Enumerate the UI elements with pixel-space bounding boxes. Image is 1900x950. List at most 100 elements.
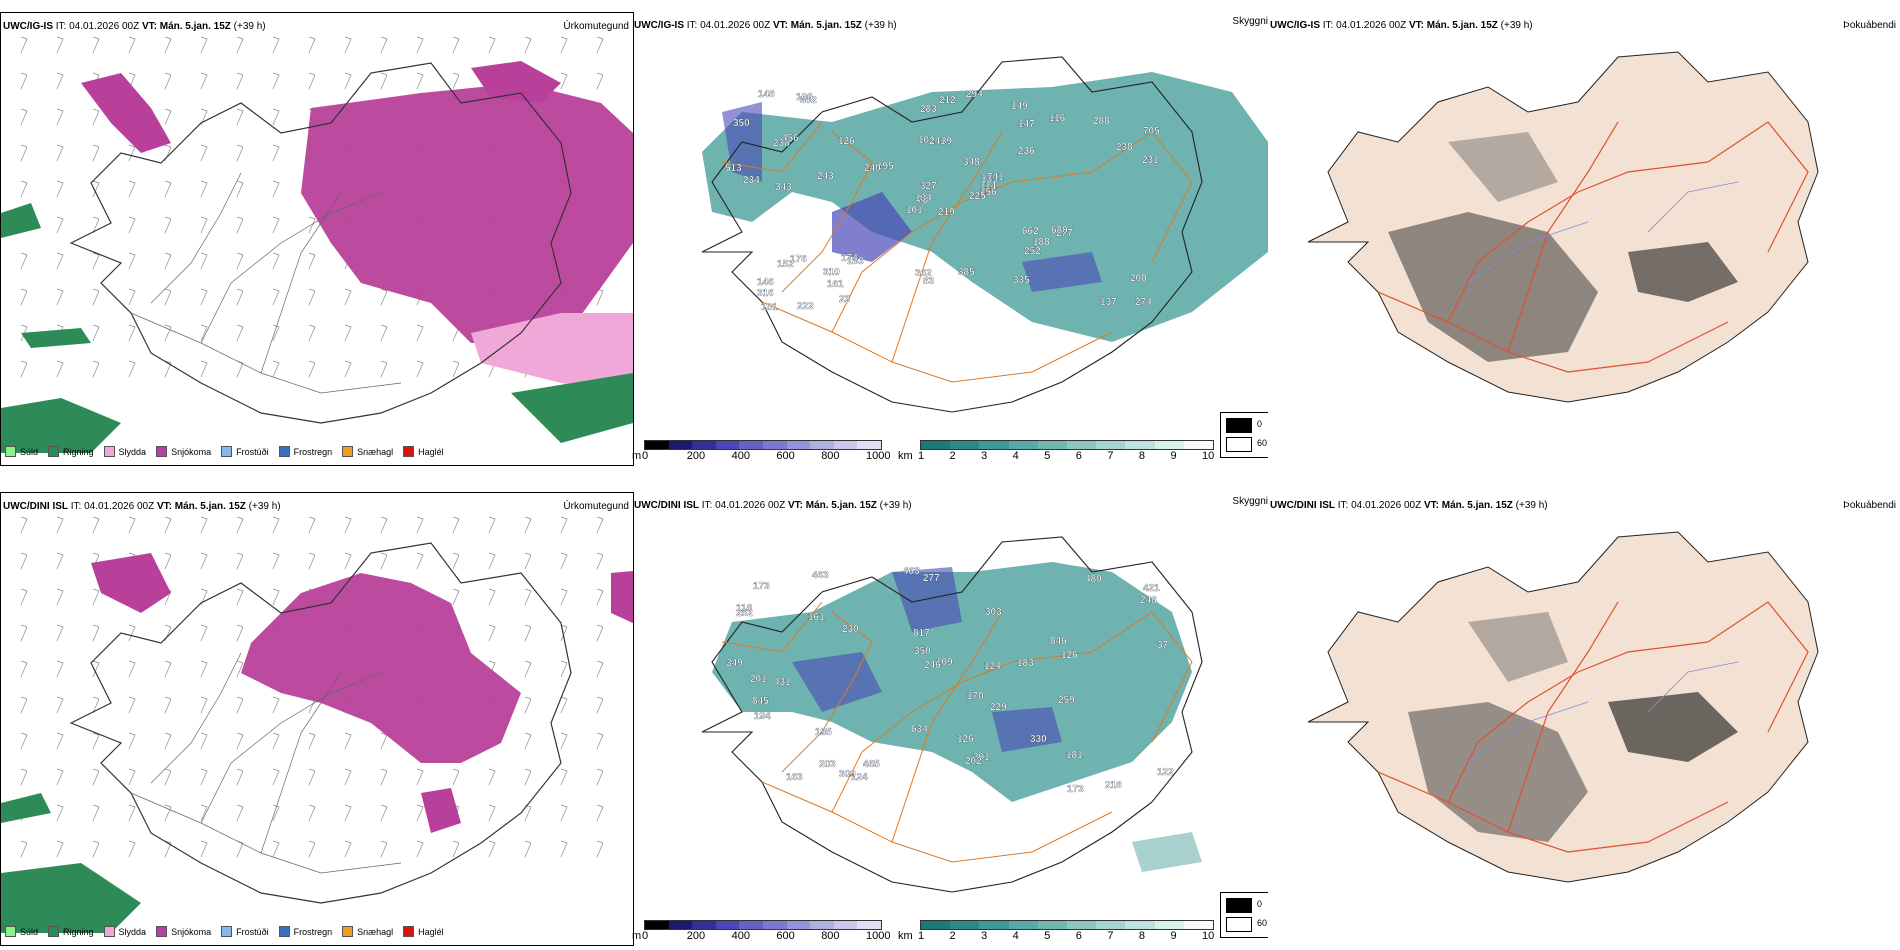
- wind-barb: [164, 768, 172, 786]
- wind-barb: [308, 324, 316, 342]
- wind-barb: [308, 252, 316, 270]
- cloud-base-label: 161: [827, 279, 844, 290]
- wind-barb: [200, 768, 208, 786]
- legend-label: Snæhagl: [357, 926, 394, 937]
- init-time: 04.01.2026 00Z: [715, 500, 786, 511]
- precip-map: [1, 516, 633, 933]
- cloud-base-label: 118: [736, 603, 753, 614]
- colorbar-segment: [739, 921, 763, 929]
- panel-header: UWC/IG-IS IT: 04.01.2026 00Z VT: Mán. 5.…: [3, 21, 266, 32]
- cloud-base-label: 421: [1143, 583, 1160, 594]
- legend-label: Haglél: [418, 446, 444, 457]
- legend-swatch: [48, 446, 60, 457]
- wind-barb: [92, 36, 100, 54]
- cloud-base-label: 225: [969, 191, 986, 202]
- valid-time: Mán. 5.jan. 15Z: [790, 20, 862, 31]
- legend-swatch: [156, 446, 168, 457]
- cloud-base-label: 195: [877, 161, 894, 172]
- model-name: UWC/IG-IS: [1270, 20, 1320, 31]
- visibility-colorbar: km 1 2 3 4 5 6 7 8 9 10: [898, 920, 1218, 942]
- cloud-base-label: 288: [1093, 116, 1110, 127]
- wind-barb: [308, 804, 316, 822]
- colorbar-segment: [645, 441, 669, 449]
- lead-time: (+39 h): [879, 500, 912, 511]
- wind-barb: [200, 72, 208, 90]
- panel-type: Þokuábendi: [1843, 20, 1896, 31]
- wind-barb: [380, 552, 388, 570]
- vt-label: VT:: [787, 500, 803, 511]
- wind-barb: [380, 36, 388, 54]
- cloud-base-label: 382: [800, 95, 817, 106]
- wind-barb: [488, 588, 496, 606]
- rain-area: [1, 203, 41, 238]
- colorbar-segment: [786, 441, 811, 449]
- wind-barb: [272, 288, 280, 306]
- wind-barb: [20, 324, 28, 342]
- cloud-base-label: 203: [819, 759, 836, 770]
- colorbar-tick: 400: [731, 930, 750, 942]
- wind-barb: [380, 288, 388, 306]
- legend-item: Slydda: [103, 446, 147, 457]
- legend-item: Súld: [5, 926, 38, 937]
- wind-barb: [308, 732, 316, 750]
- wind-barb: [200, 324, 208, 342]
- wind-barb: [524, 768, 532, 786]
- wind-barb: [380, 732, 388, 750]
- cloud-base-label: 122: [1157, 767, 1174, 778]
- wind-barb: [380, 804, 388, 822]
- wind-barb: [560, 696, 568, 714]
- wind-barb: [380, 840, 388, 858]
- wind-barb: [560, 72, 568, 90]
- cloud-base-label: 316: [757, 288, 774, 299]
- cloud-panel-top: UWC/IG-IS IT: 04.01.2026 00Z VT: Mán. 5.…: [632, 12, 1268, 464]
- wind-barb: [92, 588, 100, 606]
- wind-barb: [272, 588, 280, 606]
- cloud-base-label: 303: [985, 607, 1002, 618]
- wind-barb: [92, 732, 100, 750]
- colorbar-segment: [1154, 921, 1184, 929]
- wind-barb: [128, 324, 136, 342]
- colorbar-segment: [833, 441, 858, 449]
- wind-barb: [200, 588, 208, 606]
- wind-barb: [200, 516, 208, 534]
- cloud-base-label: 310: [823, 267, 840, 278]
- colorbar-tick: 800: [821, 450, 840, 462]
- wind-barb: [20, 696, 28, 714]
- fog-area: [1448, 132, 1558, 202]
- cloud-base-label: 238: [1116, 142, 1133, 153]
- wind-barb: [56, 624, 64, 642]
- colorbar-segment: [668, 441, 693, 449]
- wind-barb: [20, 288, 28, 306]
- snow-area: [611, 571, 633, 623]
- wind-barb: [200, 216, 208, 234]
- wind-barb: [308, 288, 316, 306]
- wind-barb: [20, 516, 28, 534]
- snow-area: [81, 73, 171, 153]
- fog-key: 0 60: [1220, 892, 1268, 938]
- fog-panel-bottom: UWC/DINI ISL IT: 04.01.2026 00Z VT: Mán.…: [1268, 492, 1900, 944]
- colorbar-tick: 7: [1107, 930, 1114, 942]
- cloud-base-labels: 219 238 73 146 135 183 149 39 147 225 382 274 343 705…: [725, 89, 1160, 313]
- vt-label: VT:: [156, 501, 172, 512]
- wind-barb: [56, 216, 64, 234]
- colorbar-tick: 9: [1170, 930, 1177, 942]
- wind-barb: [272, 180, 280, 198]
- wind-barb: [488, 624, 496, 642]
- cloud-base-label: 148: [758, 89, 775, 100]
- cloud-base-label: 277: [1056, 228, 1073, 239]
- wind-barb: [128, 696, 136, 714]
- cloud-base-label: 705: [1143, 126, 1160, 137]
- wind-barb: [416, 36, 424, 54]
- colorbar-tick: 200: [686, 930, 706, 942]
- wind-barb: [308, 552, 316, 570]
- cloud-base-label: 126: [957, 734, 974, 745]
- cloud-base-label: 294: [966, 89, 983, 100]
- panel-type: Skyggni: [1232, 496, 1268, 507]
- legend-label: Slydda: [118, 446, 147, 457]
- init-time: 04.01.2026 00Z: [700, 20, 771, 31]
- wind-barb: [344, 840, 352, 858]
- wind-barb: [164, 252, 172, 270]
- wind-barb: [92, 360, 100, 378]
- panel-type: Úrkomutegund: [563, 21, 629, 32]
- init-time: 04.01.2026 00Z: [1351, 500, 1422, 511]
